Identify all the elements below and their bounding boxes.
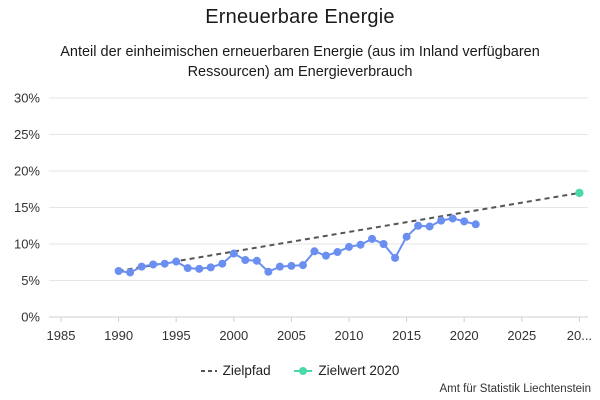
data-point-actual bbox=[414, 221, 423, 230]
data-point-actual bbox=[448, 214, 457, 223]
y-tick-label: 0% bbox=[21, 310, 40, 325]
data-point-actual bbox=[379, 240, 388, 248]
data-point-actual bbox=[241, 256, 250, 265]
data-point-actual bbox=[321, 251, 330, 260]
legend-item-zielpfad[interactable]: Zielpfad bbox=[200, 363, 271, 378]
legend-label-zielpfad: Zielpfad bbox=[222, 363, 271, 378]
data-point-actual bbox=[471, 220, 480, 229]
data-point-actual bbox=[218, 259, 227, 268]
y-tick-label: 5% bbox=[21, 273, 40, 288]
x-tick-label: 1990 bbox=[104, 328, 133, 343]
data-point-actual bbox=[460, 217, 469, 226]
data-point-actual bbox=[345, 242, 353, 251]
data-point-actual bbox=[356, 240, 365, 249]
x-tick-label: 1995 bbox=[162, 328, 191, 343]
data-point-actual bbox=[195, 264, 204, 273]
chart-legend: Zielpfad Zielwert 2020 bbox=[0, 363, 600, 379]
data-point-actual bbox=[275, 262, 284, 271]
x-tick-label: 20... bbox=[567, 328, 592, 343]
y-tick-label: 15% bbox=[14, 200, 40, 215]
data-point-actual bbox=[402, 232, 411, 241]
legend-label-zielwert: Zielwert 2020 bbox=[318, 363, 400, 378]
x-tick-label: 2005 bbox=[277, 328, 306, 343]
data-point-actual bbox=[183, 264, 192, 273]
data-point-actual bbox=[425, 222, 434, 231]
y-tick-label: 25% bbox=[14, 127, 40, 142]
data-point-actual bbox=[391, 253, 400, 262]
data-point-actual bbox=[298, 261, 307, 270]
y-tick-label: 30% bbox=[14, 91, 40, 106]
data-point-actual bbox=[160, 259, 169, 268]
x-tick-label: 1985 bbox=[47, 328, 76, 343]
source-credit: Amt für Statistik Liechtenstein bbox=[439, 383, 591, 395]
x-tick-label: 2025 bbox=[507, 328, 536, 343]
data-point-actual bbox=[287, 261, 296, 270]
data-point-actual bbox=[333, 248, 342, 257]
series-line-actual bbox=[118, 217, 476, 274]
data-point-actual bbox=[137, 262, 146, 271]
x-tick-label: 2000 bbox=[219, 328, 248, 343]
data-point-actual bbox=[368, 234, 377, 243]
y-tick-label: 20% bbox=[14, 164, 40, 179]
data-point-zielwert bbox=[575, 188, 584, 198]
data-point-actual bbox=[229, 249, 238, 258]
y-tick-label: 10% bbox=[14, 237, 40, 252]
data-point-actual bbox=[310, 247, 319, 256]
data-point-actual bbox=[114, 267, 123, 276]
legend-item-zielwert[interactable]: Zielwert 2020 bbox=[294, 363, 399, 378]
x-tick-label: 2015 bbox=[392, 328, 421, 343]
dashed-line-symbol bbox=[200, 369, 217, 372]
chart-subtitle: Anteil der einheimischen erneuerbaren En… bbox=[60, 44, 540, 80]
marker-line-symbol bbox=[294, 366, 313, 375]
data-point-actual bbox=[126, 268, 135, 277]
x-tick-label: 2020 bbox=[450, 328, 479, 343]
data-point-actual bbox=[206, 263, 215, 272]
data-point-actual bbox=[437, 216, 446, 225]
chart-title: Erneuerbare Energie bbox=[205, 6, 395, 28]
data-point-actual bbox=[172, 257, 181, 266]
data-point-actual bbox=[149, 260, 158, 269]
x-tick-label: 2010 bbox=[335, 328, 364, 343]
data-point-actual bbox=[264, 267, 273, 276]
series-line-zielpfad bbox=[118, 191, 580, 272]
data-point-actual bbox=[252, 256, 261, 265]
